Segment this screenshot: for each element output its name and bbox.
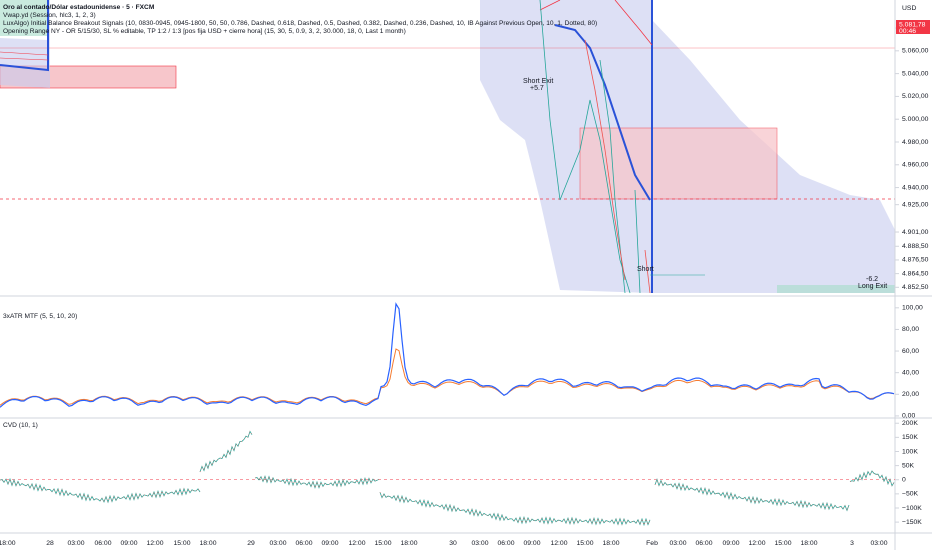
y-tick-label: 60,00 [902, 348, 919, 355]
y-tick-label: 100K [902, 448, 918, 455]
y-tick-label: 4.980,00 [902, 139, 929, 146]
y-tick-label: 5.060,00 [902, 48, 929, 55]
atr-line [0, 348, 895, 406]
x-tick-label: 28 [46, 540, 54, 547]
last-price-box [896, 20, 930, 35]
y-tick-label: 5.000,00 [902, 116, 929, 123]
long-zone [777, 285, 895, 293]
annotation: -6.2 [866, 276, 878, 283]
x-tick-label: 18:00 [0, 540, 16, 547]
y-tick-label: 150K [902, 434, 918, 441]
x-tick-label: 29 [247, 540, 255, 547]
x-tick-label: 18:00 [199, 540, 216, 547]
cvd-line [199, 430, 253, 473]
y-tick-label: 0,00 [902, 413, 915, 420]
x-tick-label: 12:00 [550, 540, 567, 547]
x-tick-label: 12:00 [348, 540, 365, 547]
y-tick-label: 4.925,00 [902, 201, 929, 208]
indicator-label: LuxAlgo) Initial Balance Breakout Signal… [3, 20, 597, 27]
x-tick-label: 12:00 [748, 540, 765, 547]
y-tick-label: 20,00 [902, 391, 919, 398]
pane-title: CVD (10, 1) [3, 422, 38, 429]
candles [584, 39, 651, 294]
last-price-label: 5.081,78 [899, 21, 926, 28]
vwap-line [0, 0, 49, 72]
ib-zone [0, 0, 48, 36]
y-tick-label: 50K [902, 462, 915, 469]
x-tick-label: 09:00 [523, 540, 540, 547]
band-line [0, 51, 49, 61]
x-tick-label: 06:00 [94, 540, 111, 547]
x-tick-label: 03:00 [269, 540, 286, 547]
x-tick-label: 06:00 [497, 540, 514, 547]
y-tick-label: 80,00 [902, 326, 919, 333]
y-tick-label: 4.864,50 [902, 270, 929, 277]
vwap-line [554, 24, 651, 201]
annotation: +5.7 [530, 85, 544, 92]
x-tick-label: 15:00 [774, 540, 791, 547]
y-tick-label: 40,00 [902, 369, 919, 376]
y-tick-label: 4.960,00 [902, 162, 929, 169]
cvd-line [654, 478, 850, 512]
or-box [579, 127, 778, 200]
annotation: Long Exit [858, 283, 887, 290]
cvd-line [0, 477, 201, 504]
x-tick-label: 06:00 [695, 540, 712, 547]
y-tick-label: 4.901,00 [902, 229, 929, 236]
x-tick-label: 3 [850, 540, 854, 547]
cvd-line [379, 492, 651, 526]
x-tick-label: 06:00 [295, 540, 312, 547]
y-tick-label: 4.852,50 [902, 284, 929, 291]
cvd-line [254, 475, 380, 489]
candles [539, 0, 641, 294]
band-line [539, 0, 653, 46]
x-tick-label: 15:00 [173, 540, 190, 547]
annotation: Short Exit [523, 78, 553, 85]
cvd-line [379, 492, 651, 527]
x-tick-label: 03:00 [67, 540, 84, 547]
cvd-line [849, 470, 895, 487]
y-tick-label: −150K [902, 519, 922, 526]
y-tick-label: 5.020,00 [902, 93, 929, 100]
x-tick-label: Feb [646, 540, 658, 547]
atr-line [0, 302, 895, 408]
x-tick-label: 15:00 [374, 540, 391, 547]
countdown: 00:46 [899, 28, 916, 35]
x-tick-label: 12:00 [146, 540, 163, 547]
y-tick-label: 200K [902, 420, 918, 427]
x-tick-label: 18:00 [602, 540, 619, 547]
x-tick-label: 03:00 [669, 540, 686, 547]
y-tick-label: 5.040,00 [902, 70, 929, 77]
x-tick-label: 30 [449, 540, 457, 547]
symbol-title: Oro al contado/Dólar estadounidense · 5 … [3, 4, 155, 11]
price-pane-decor [0, 0, 895, 294]
y-tick-label: 4.940,00 [902, 184, 929, 191]
x-tick-label: 09:00 [321, 540, 338, 547]
indicator-label: Opening Range NY - OR 5/15/30, SL % edit… [3, 28, 406, 35]
y-tick-label: 0 [902, 477, 906, 484]
cvd-line [199, 430, 253, 473]
x-tick-label: 03:00 [870, 540, 887, 547]
x-tick-label: 09:00 [722, 540, 739, 547]
y-tick-label: 4.888,50 [902, 243, 929, 250]
cvd-line [254, 475, 380, 489]
x-tick-label: 18:00 [400, 540, 417, 547]
y-tick-label: −100K [902, 505, 922, 512]
y-tick-label: 100,00 [902, 305, 923, 312]
x-tick-label: 09:00 [120, 540, 137, 547]
y-tick-label: −50K [902, 491, 919, 498]
x-tick-label: 18:00 [800, 540, 817, 547]
y-tick-label: 4.876,50 [902, 257, 929, 264]
x-tick-label: 15:00 [576, 540, 593, 547]
pane-title: 3xATR MTF (5, 5, 10, 20) [3, 313, 77, 320]
annotation: Short [637, 266, 654, 273]
x-tick-label: 03:00 [471, 540, 488, 547]
cvd-line [0, 478, 201, 503]
currency: USD [902, 5, 916, 12]
indicator-label: Vwap.yd (Session, hlc3, 1, 2, 3) [3, 12, 96, 19]
